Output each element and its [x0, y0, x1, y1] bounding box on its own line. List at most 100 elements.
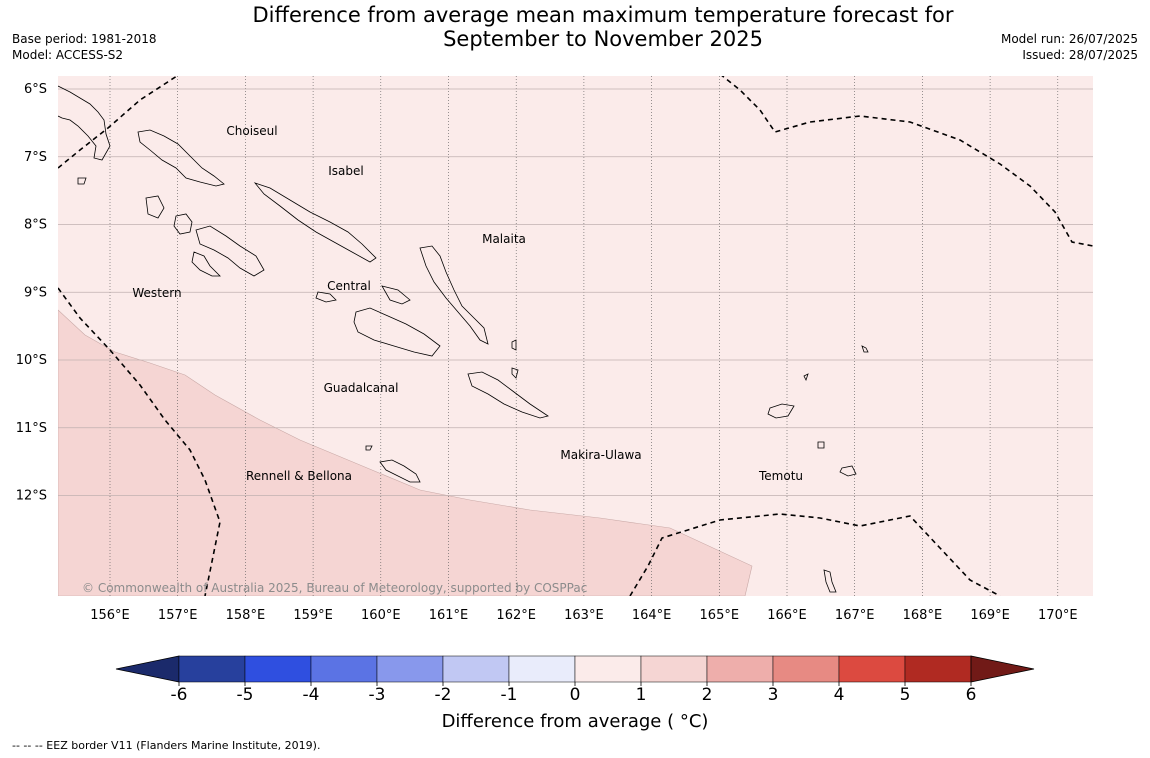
lat-tick-label: 10°S	[16, 353, 47, 368]
island-tikopia	[823, 569, 837, 593]
colorbar-tick-label: -4	[303, 685, 320, 705]
colorbar-tick-label: 2	[702, 685, 713, 705]
island-ulawa	[511, 367, 519, 379]
lon-tick-label: 165°E	[700, 608, 740, 623]
lat-tick-label: 6°S	[24, 82, 47, 97]
colorbar-tick-label: -2	[435, 685, 452, 705]
shade-1-to-2	[58, 309, 753, 596]
colorbar-tick-label: 5	[900, 685, 911, 705]
lon-tick-label: 162°E	[496, 608, 536, 623]
colorbar-tick-label: -5	[237, 685, 254, 705]
eez-footnote: -- -- -- EEZ border V11 (Flanders Marine…	[12, 739, 321, 752]
region-label: Central	[327, 279, 371, 293]
region-label: Malaita	[482, 232, 526, 246]
longitude-labels: 156°E 157°E 158°E 159°E 160°E 161°E 162°E 163°E…	[90, 608, 1077, 623]
colorbar-under-arrow	[115, 655, 180, 683]
island-choiseul	[137, 129, 225, 187]
colorbar-swatch	[376, 655, 444, 683]
island-makira	[467, 371, 549, 419]
model-name: Model: ACCESS-S2	[12, 48, 124, 62]
island-new-georgia	[173, 213, 193, 235]
copyright-text: © Commonwealth of Australia 2025, Bureau…	[82, 581, 587, 595]
lon-tick-label: 156°E	[90, 608, 130, 623]
island-guadalcanal	[353, 307, 441, 357]
colorbar-swatch	[574, 655, 642, 683]
issued-date: Issued: 28/07/2025	[1022, 48, 1138, 62]
lon-tick-label: 166°E	[767, 608, 807, 623]
colorbar: -6 -5 -4 -3 -2 -1 0 1 2 3 4 5 6	[115, 655, 1035, 705]
colorbar-swatch	[838, 655, 906, 683]
lon-tick-label: 157°E	[158, 608, 198, 623]
colorbar-tick-label: 1	[636, 685, 647, 705]
island-new-georgia-group	[195, 225, 265, 277]
base-period: Base period: 1981-2018	[12, 32, 157, 46]
eez-line-northeast	[721, 76, 1093, 247]
island-reef-islands	[861, 345, 869, 353]
region-labels: Choiseul Isabel Malaita Western Central Guada…	[132, 124, 803, 483]
graticule	[58, 76, 1093, 596]
island-ranongga	[191, 251, 221, 277]
region-label: Rennell & Bellona	[246, 469, 352, 483]
lon-tick-label: 167°E	[835, 608, 875, 623]
colorbar-swatch	[178, 655, 246, 683]
region-label: Temotu	[758, 469, 803, 483]
colorbar-swatch	[904, 655, 972, 683]
island-small-malaita	[511, 339, 517, 351]
colorbar-swatch	[442, 655, 510, 683]
region-label: Makira-Ulawa	[560, 448, 641, 462]
eez-line-north	[58, 76, 179, 169]
colorbar-swatch	[244, 655, 312, 683]
chart-title: Difference from average mean maximum tem…	[200, 3, 1006, 51]
colorbar-tick-label: -3	[369, 685, 386, 705]
lat-tick-label: 8°S	[24, 218, 47, 233]
island-malaita	[419, 245, 489, 345]
island-duff	[803, 373, 809, 382]
colorbar-label: Difference from average ( °C)	[442, 711, 709, 732]
colorbar-tick-label: 6	[966, 685, 977, 705]
island-isabel	[253, 182, 377, 263]
lon-tick-label: 160°E	[361, 608, 401, 623]
island-russell	[381, 285, 411, 305]
lat-tick-label: 11°S	[16, 421, 47, 436]
lon-tick-label: 168°E	[903, 608, 943, 623]
lat-tick-label: 9°S	[24, 285, 47, 300]
lon-tick-label: 159°E	[293, 608, 333, 623]
lon-tick-label: 164°E	[632, 608, 672, 623]
title-line-2: September to November 2025	[443, 27, 763, 51]
colorbar-swatch	[310, 655, 378, 683]
island-rennell	[379, 459, 421, 483]
latitude-labels: 6°S 7°S 8°S 9°S 10°S 11°S 12°S	[16, 82, 47, 504]
colorbar-swatch	[640, 655, 708, 683]
island-santa-cruz	[767, 403, 795, 419]
lat-tick-label: 7°S	[24, 150, 47, 165]
colorbar-over-arrow	[970, 655, 1035, 683]
coastlines	[58, 85, 869, 593]
region-label: Guadalcanal	[324, 381, 399, 395]
colorbar-tick-label: -1	[501, 685, 518, 705]
title-line-1: Difference from average mean maximum tem…	[252, 3, 954, 27]
island-shortland	[77, 177, 87, 185]
eez-border	[58, 76, 1093, 596]
colorbar-tick-label: 3	[768, 685, 779, 705]
colorbar-tick-label: 0	[570, 685, 581, 705]
island-vanikoro	[839, 465, 857, 477]
colorbar-tick-label: 4	[834, 685, 845, 705]
island-bougainville	[58, 85, 111, 161]
model-run: Model run: 26/07/2025	[1000, 32, 1138, 46]
colorbar-swatch	[508, 655, 576, 683]
colorbar-tick-label: -6	[171, 685, 188, 705]
island-utupua	[817, 441, 825, 449]
island-bellona	[365, 445, 373, 451]
meta-right: Model run: 26/07/2025 Issued: 28/07/2025	[1001, 31, 1138, 63]
region-label: Western	[132, 286, 181, 300]
lon-tick-label: 163°E	[564, 608, 604, 623]
colorbar-swatch	[706, 655, 774, 683]
map-frame: © Commonwealth of Australia 2025, Bureau…	[58, 76, 1093, 596]
lon-tick-label: 161°E	[429, 608, 469, 623]
region-label: Choiseul	[226, 124, 277, 138]
region-label: Isabel	[328, 164, 363, 178]
lon-tick-label: 170°E	[1038, 608, 1078, 623]
lon-tick-label: 169°E	[970, 608, 1010, 623]
meta-left: Base period: 1981-2018 Model: ACCESS-S2	[12, 31, 157, 63]
